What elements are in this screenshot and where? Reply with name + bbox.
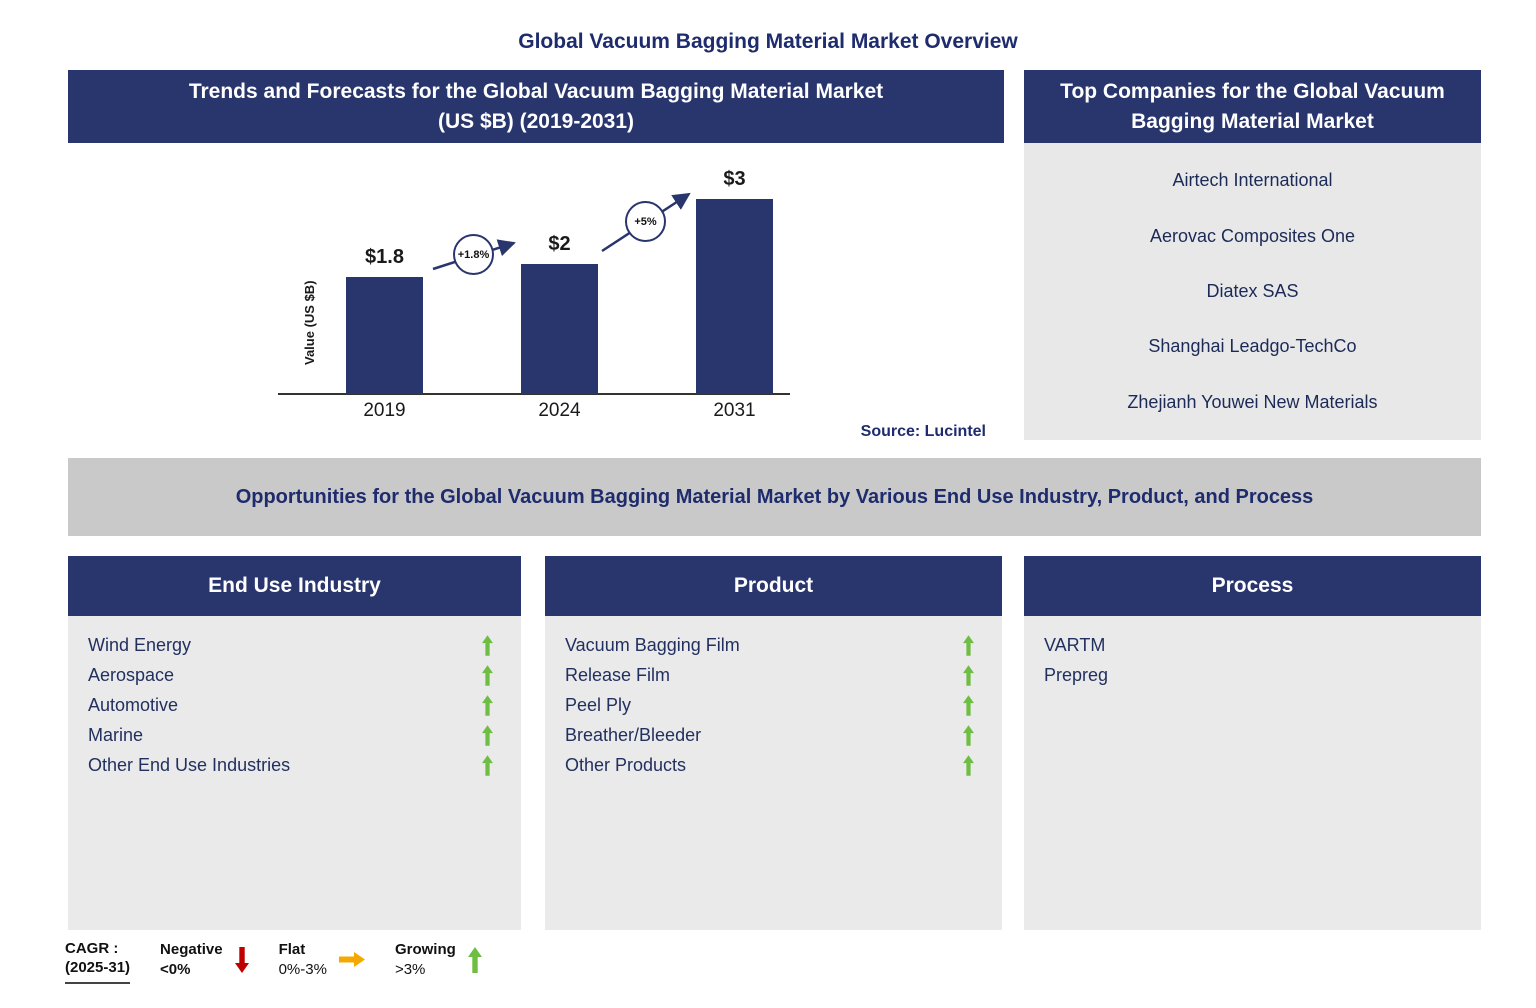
- bar-2019: [346, 277, 423, 394]
- up-arrow-icon: [482, 694, 493, 716]
- up-arrow-icon: [467, 946, 482, 973]
- up-arrow-icon: [963, 754, 974, 776]
- company-list: Airtech International Aerovac Composites…: [1024, 143, 1481, 440]
- growth-rate-badge-1: +1.8%: [453, 234, 494, 275]
- source-note: Source: Lucintel: [860, 423, 986, 440]
- list-item: Vacuum Bagging Film: [565, 630, 974, 660]
- bar-2024: [521, 264, 598, 394]
- item-label: VARTM: [1044, 634, 1106, 655]
- bar-group-2019: $1.8: [346, 246, 423, 394]
- legend-item-growing: Growing >3%: [395, 940, 482, 979]
- legend-label: Growing: [394, 941, 456, 958]
- legend-range: 0%-3%: [278, 960, 327, 978]
- opportunities-band-text: Opportunities for the Global Vacuum Bagg…: [235, 485, 1314, 508]
- up-arrow-icon: [482, 664, 493, 686]
- product-panel: Product Vacuum Bagging Film Release Film…: [545, 556, 1002, 930]
- end-use-panel-header: End Use Industry: [68, 556, 521, 616]
- trends-panel: Trends and Forecasts for the Global Vacu…: [68, 70, 1004, 445]
- opportunities-band: Opportunities for the Global Vacuum Bagg…: [68, 458, 1481, 536]
- list-item: Peel Ply: [565, 690, 974, 720]
- item-label: Wind Energy: [88, 634, 192, 655]
- x-axis-tick-2019: 2019: [363, 400, 406, 421]
- up-arrow-icon: [482, 754, 493, 776]
- bar-value-label: $2: [548, 233, 571, 255]
- item-label: Peel Ply: [565, 694, 632, 715]
- company-item: Diatex SAS: [1206, 280, 1299, 301]
- companies-panel-title: Top Companies for the Global Vacuum Bagg…: [1060, 80, 1445, 133]
- product-panel-header: Product: [545, 556, 1002, 616]
- up-arrow-icon: [482, 724, 493, 746]
- item-label: Automotive: [88, 694, 179, 715]
- list-item: Wind Energy: [88, 630, 493, 660]
- companies-panel: Top Companies for the Global Vacuum Bagg…: [1024, 70, 1481, 440]
- item-label: Release Film: [565, 664, 671, 685]
- cagr-legend: CAGR : (2025-31) Negative <0% Flat 0%-3%…: [65, 940, 482, 984]
- up-arrow-icon: [963, 634, 974, 656]
- trends-title-line2: (US $B) (2019-2031): [437, 109, 635, 133]
- y-axis-label: Value (US $B): [302, 280, 317, 366]
- legend-item-negative: Negative <0%: [160, 940, 249, 979]
- companies-panel-header: Top Companies for the Global Vacuum Bagg…: [1024, 70, 1481, 143]
- process-panel: Process VARTM Prepreg: [1024, 556, 1481, 930]
- list-item: Aerospace: [88, 660, 493, 690]
- company-item: Zhejianh Youwei New Materials: [1127, 391, 1378, 412]
- list-item: Release Film: [565, 660, 974, 690]
- bar-value-label: $3: [723, 168, 746, 190]
- growth-rate-badge-2: +5%: [625, 201, 666, 242]
- product-list: Vacuum Bagging Film Release Film Peel Pl…: [545, 616, 1002, 930]
- list-item: Automotive: [88, 690, 493, 720]
- legend-range: <0%: [160, 960, 191, 978]
- company-item: Airtech International: [1172, 170, 1333, 191]
- cagr-heading-line2: (2025-31): [65, 958, 131, 976]
- item-label: Breather/Bleeder: [565, 724, 702, 745]
- end-use-list: Wind Energy Aerospace Automotive Marine …: [68, 616, 521, 930]
- up-arrow-icon: [963, 664, 974, 686]
- item-label: Vacuum Bagging Film: [565, 634, 740, 655]
- bar-2031: [696, 199, 773, 394]
- item-label: Prepreg: [1044, 664, 1109, 685]
- legend-label: Flat: [278, 941, 306, 958]
- legend-label: Negative: [160, 941, 223, 958]
- x-axis-tick-2024: 2024: [538, 400, 581, 421]
- end-use-panel: End Use Industry Wind Energy Aerospace A…: [68, 556, 521, 930]
- trends-panel-header: Trends and Forecasts for the Global Vacu…: [68, 70, 1004, 143]
- list-item: Prepreg: [1044, 660, 1453, 690]
- list-item: Marine: [88, 720, 493, 750]
- legend-item-flat: Flat 0%-3%: [279, 940, 365, 979]
- list-item: Breather/Bleeder: [565, 720, 974, 750]
- item-label: Other Products: [565, 754, 687, 775]
- product-panel-title: Product: [733, 574, 814, 597]
- trends-title-line1: Trends and Forecasts for the Global Vacu…: [188, 80, 884, 104]
- page-title: Global Vacuum Bagging Material Market Ov…: [518, 30, 1018, 53]
- right-arrow-icon: [338, 952, 365, 967]
- list-item: Other Products: [565, 750, 974, 780]
- cagr-heading: CAGR : (2025-31): [65, 940, 131, 984]
- bar-value-label: $1.8: [365, 246, 404, 268]
- x-axis-line: [278, 393, 790, 395]
- bar-group-2031: $3: [696, 168, 773, 394]
- cagr-heading-line1: CAGR :: [65, 940, 119, 957]
- item-label: Marine: [88, 724, 144, 745]
- x-axis-tick-2031: 2031: [713, 400, 756, 421]
- legend-range: >3%: [394, 960, 426, 978]
- up-arrow-icon: [482, 634, 493, 656]
- list-item: Other End Use Industries: [88, 750, 493, 780]
- end-use-panel-title: End Use Industry: [208, 574, 381, 597]
- process-panel-title: Process: [1211, 574, 1294, 597]
- company-item: Aerovac Composites One: [1149, 225, 1356, 246]
- item-label: Other End Use Industries: [88, 754, 291, 775]
- list-item: VARTM: [1044, 630, 1453, 660]
- process-panel-header: Process: [1024, 556, 1481, 616]
- bar-group-2024: $2: [521, 233, 598, 394]
- up-arrow-icon: [963, 724, 974, 746]
- company-item: Shanghai Leadgo-TechCo: [1148, 336, 1357, 357]
- bar-chart: Value (US $B) $1.8 $2 $3 2019 2024 2031 …: [68, 143, 1004, 445]
- down-arrow-icon: [234, 946, 249, 973]
- up-arrow-icon: [963, 694, 974, 716]
- process-list: VARTM Prepreg: [1024, 616, 1481, 930]
- item-label: Aerospace: [88, 664, 175, 685]
